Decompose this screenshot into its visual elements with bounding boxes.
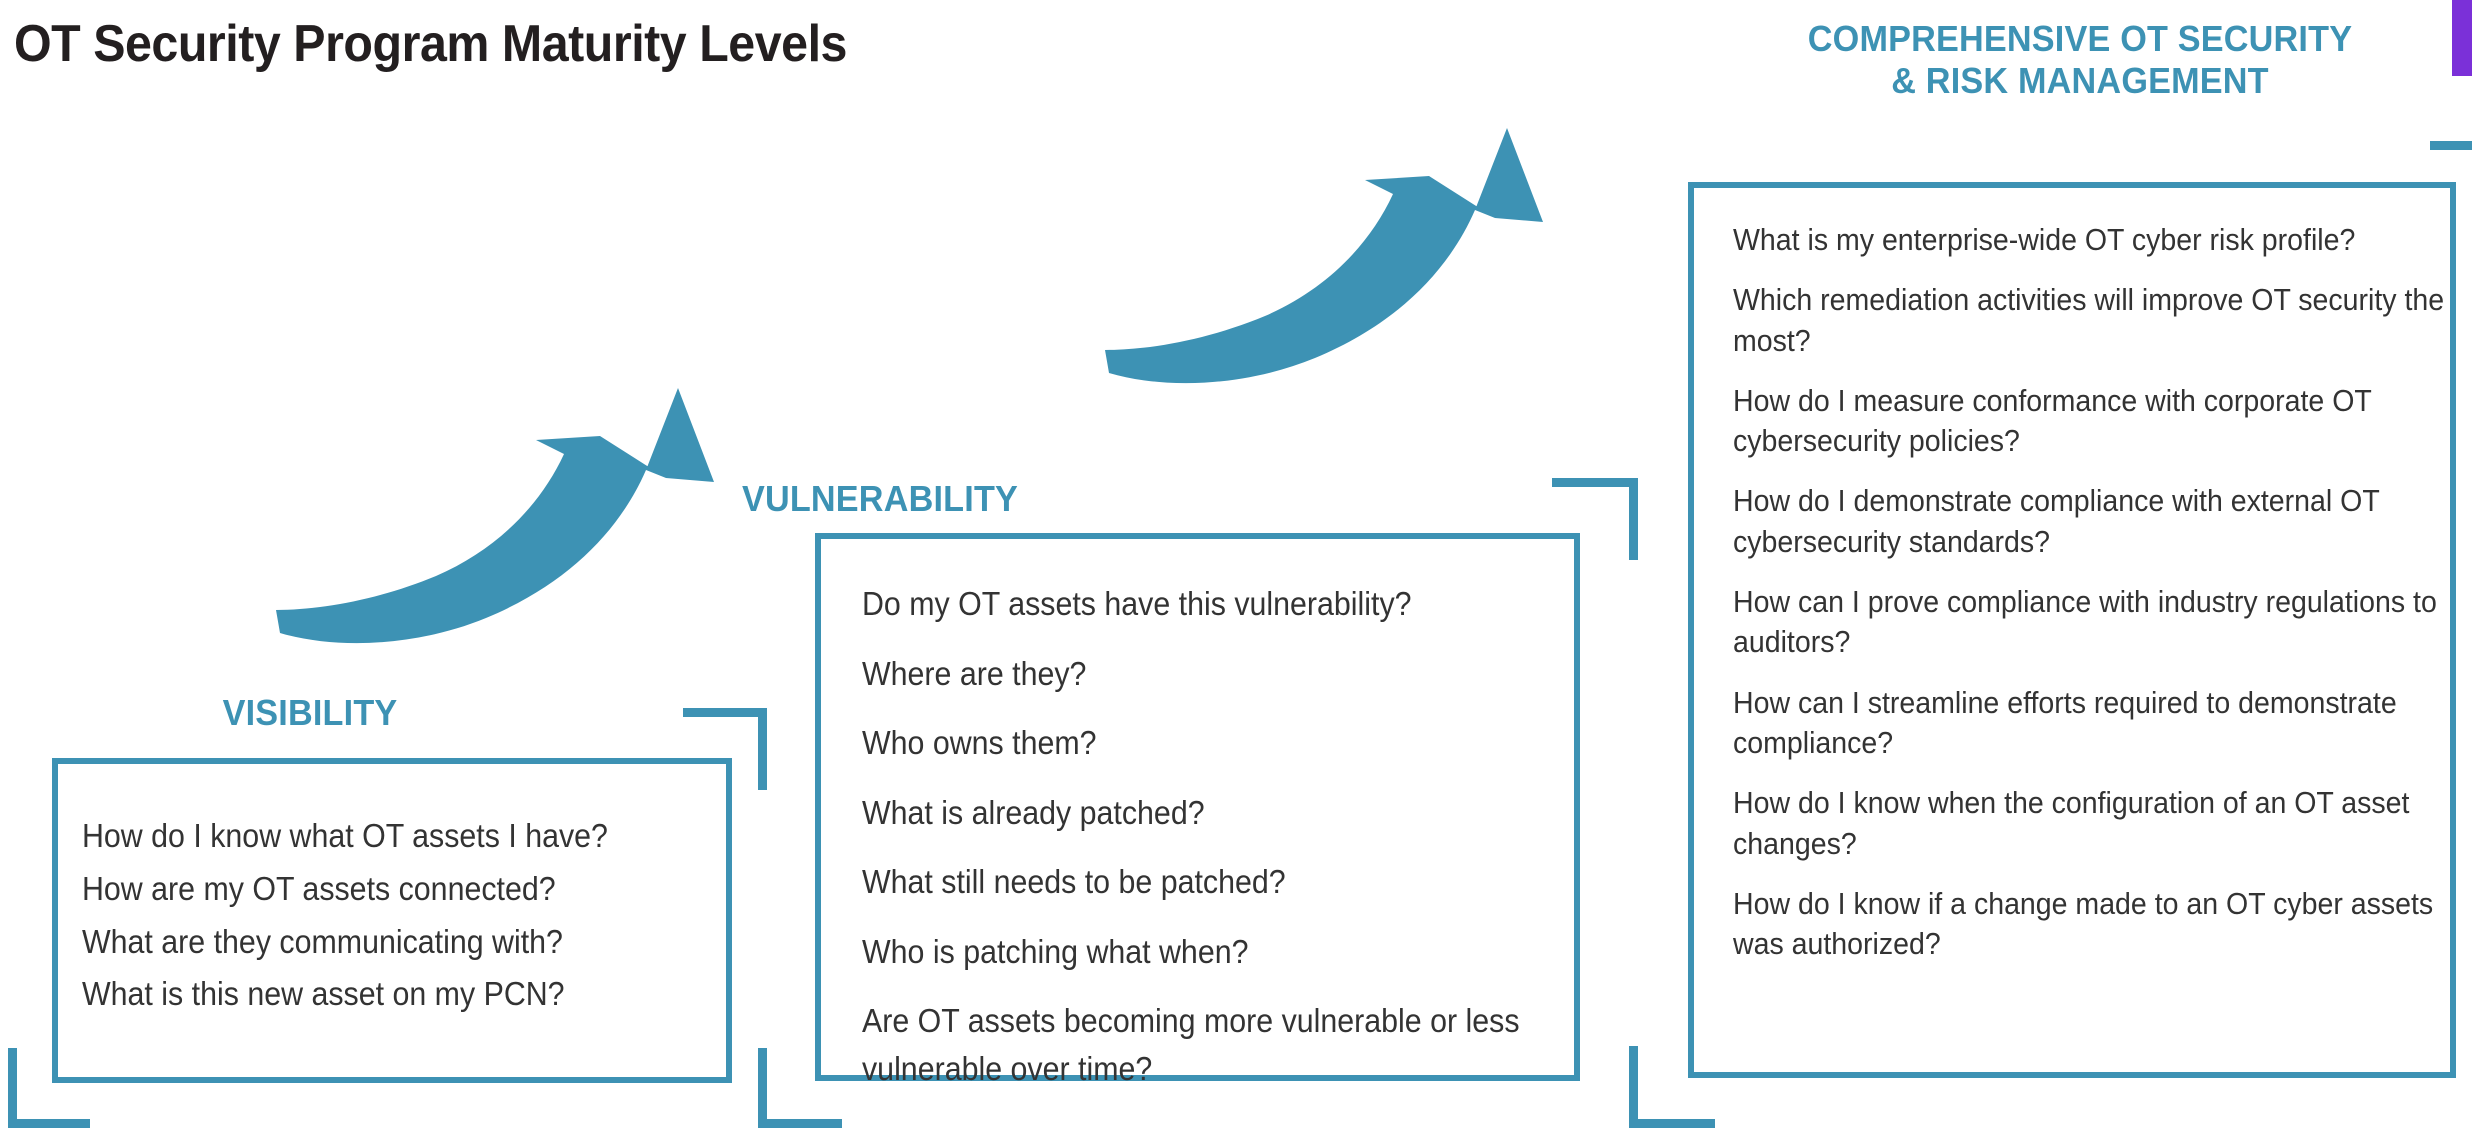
stair-riser-2 (1629, 478, 1638, 560)
question-item: How can I prove compliance with industry… (1733, 584, 2437, 660)
stair-tread-0 (8, 1119, 90, 1128)
question-item: Who is patching what when? (862, 932, 1249, 970)
question-list-comprehensive: What is my enterprise-wide OT cyber risk… (1733, 220, 2469, 984)
stair-tread-1b (758, 1119, 842, 1128)
question-item: How do I know when the configuration of … (1733, 785, 2410, 861)
question-item: How do I demonstrate compliance with ext… (1733, 483, 2380, 559)
stage-heading-comprehensive-line1: COMPREHENSIVE OT SECURITY (1807, 18, 2353, 59)
purple-accent-bar (2452, 0, 2472, 76)
stair-tread-2 (1552, 478, 1638, 487)
stair-tread-1 (683, 708, 767, 717)
question-item: What is this new asset on my PCN? (82, 975, 565, 1013)
stair-riser-0 (8, 1048, 17, 1128)
question-list-vulnerability: Do my OT assets have this vulnerability?… (862, 580, 1589, 1114)
question-item: What are they communicating with? (82, 922, 563, 960)
question-item: How do I know what OT assets I have? (82, 817, 608, 854)
stage-box-vulnerability (815, 533, 1580, 1081)
question-item: How do I measure conformance with corpor… (1733, 382, 2372, 459)
arrow-vulnerability-to-comprehensive (1105, 128, 1543, 384)
stair-riser-2b (1629, 1046, 1638, 1128)
stair-riser-1b (758, 1048, 767, 1128)
stage-heading-comprehensive-line2: & RISK MANAGEMENT (1891, 60, 2269, 102)
stage-box-comprehensive (1688, 182, 2456, 1078)
stair-riser-1 (758, 708, 767, 790)
question-item: How can I streamline efforts required to… (1733, 684, 2397, 760)
question-item: How do I know if a change made to an OT … (1733, 885, 2434, 962)
question-item: Where are they? (862, 654, 1087, 692)
page-title: OT Security Program Maturity Levels (14, 15, 847, 73)
question-item: What is my enterprise-wide OT cyber risk… (1733, 222, 2356, 257)
stage-heading-visibility: VISIBILITY (222, 692, 398, 733)
question-item: Which remediation activities will improv… (1733, 282, 2445, 358)
stage-heading-comprehensive: COMPREHENSIVE OT SECURITY & RISK MANAGEM… (1719, 18, 2441, 103)
teal-accent-tick (2430, 141, 2472, 150)
stair-tread-2b (1629, 1119, 1715, 1128)
stage-heading-vulnerability: VULNERABILITY (741, 478, 1019, 519)
question-item: Do my OT assets have this vulnerability? (862, 585, 1412, 622)
question-item: What is already patched? (862, 793, 1205, 831)
question-item: How are my OT assets connected? (82, 869, 556, 907)
arrow-visibility-to-vulnerability (276, 388, 714, 644)
stage-box-visibility (52, 758, 732, 1083)
question-item: Are OT assets becoming more vulnerable o… (862, 1002, 1520, 1087)
question-item: Who owns them? (862, 724, 1097, 762)
question-list-visibility: How do I know what OT assets I have? How… (82, 812, 726, 1023)
question-item: What still needs to be patched? (862, 863, 1286, 901)
